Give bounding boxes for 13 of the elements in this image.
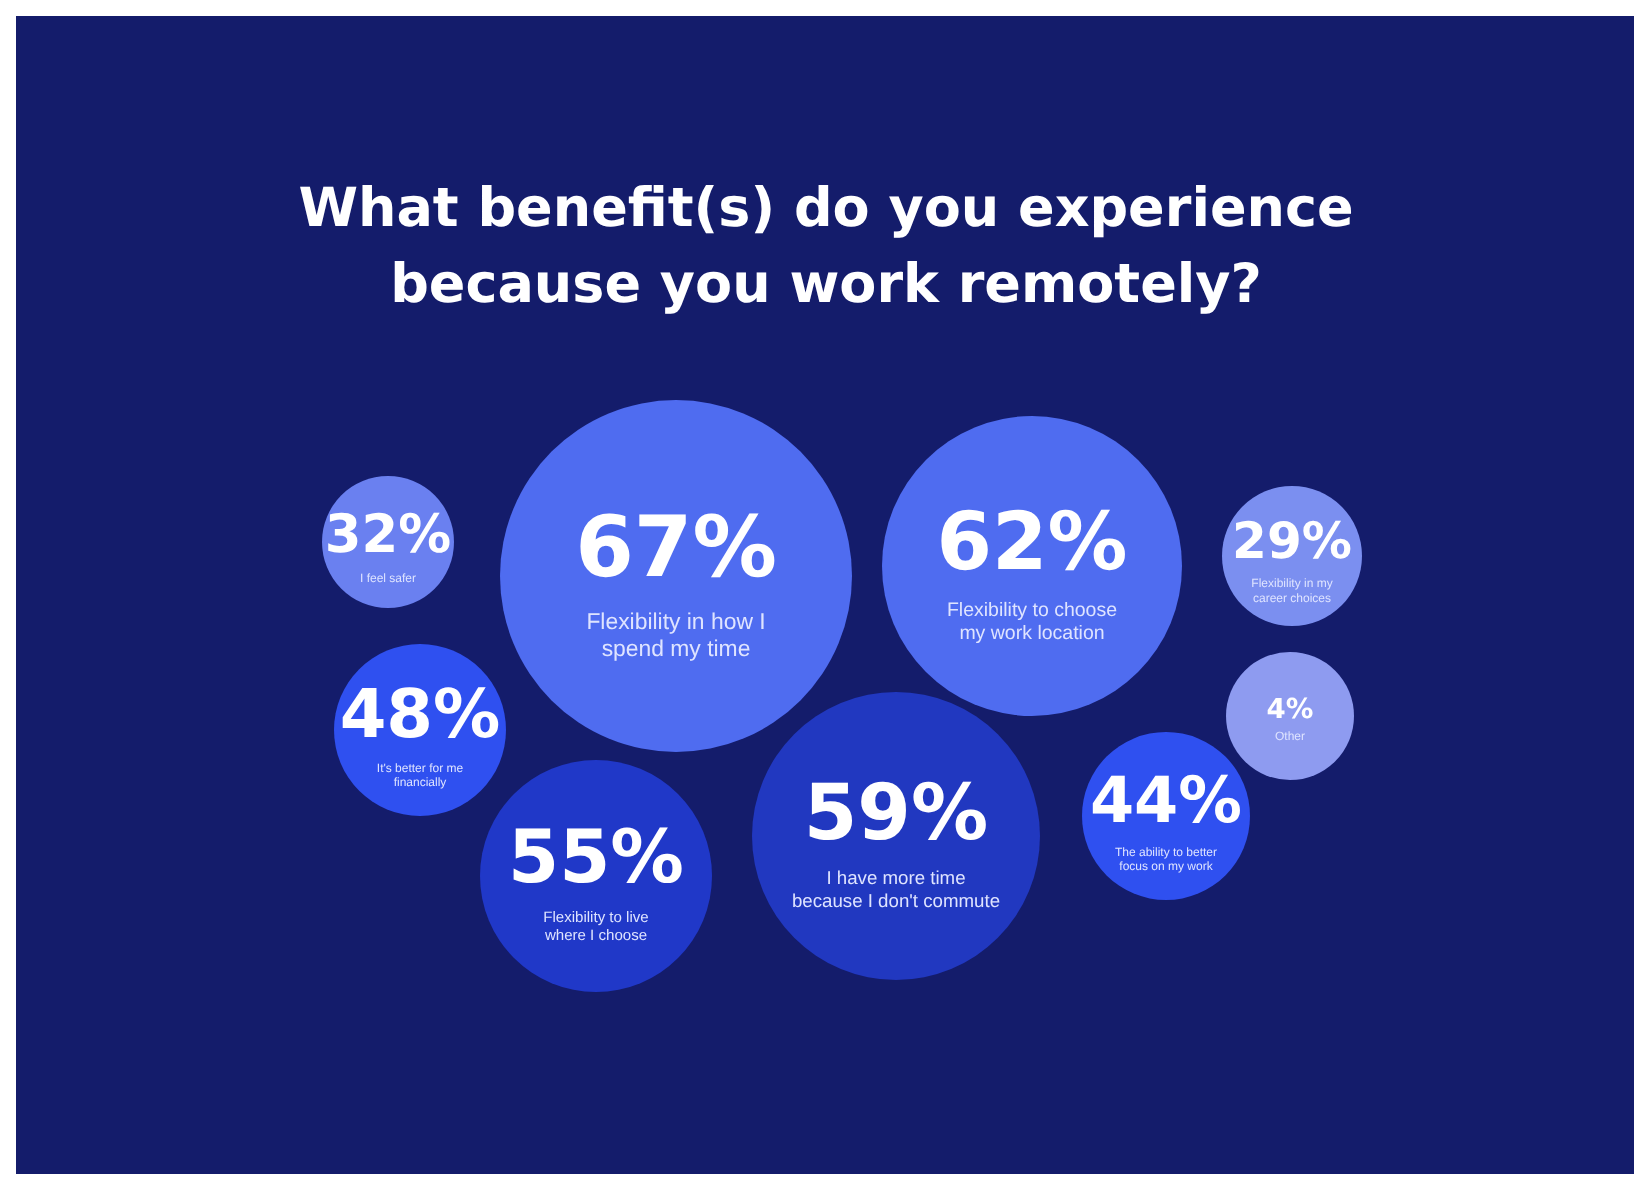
data-label: 55% [508,813,684,900]
data-label: 4% [1266,693,1314,726]
data-label: 44% [1089,764,1243,839]
category-label: Flexibility in how I spend my time [586,610,766,663]
category-label: Flexibility to choose my work location [946,599,1118,646]
category-label: I have more time because I don't commute [791,868,1001,911]
data-label: 59% [803,768,989,859]
data-label: 62% [936,496,1128,589]
data-label: 48% [339,675,501,754]
data-label: 29% [1232,511,1352,570]
text: What benefit(s) do you experience because you work remotely? [296,176,1356,320]
data-label: 67% [575,497,777,596]
data-label: 32% [324,503,452,566]
